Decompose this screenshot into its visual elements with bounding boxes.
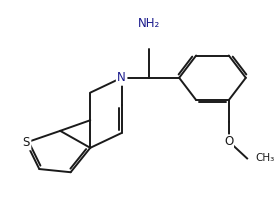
Text: NH₂: NH₂	[138, 17, 160, 30]
Text: N: N	[117, 71, 126, 84]
Text: CH₃: CH₃	[255, 154, 274, 163]
Text: O: O	[224, 135, 234, 148]
Text: S: S	[22, 136, 30, 149]
